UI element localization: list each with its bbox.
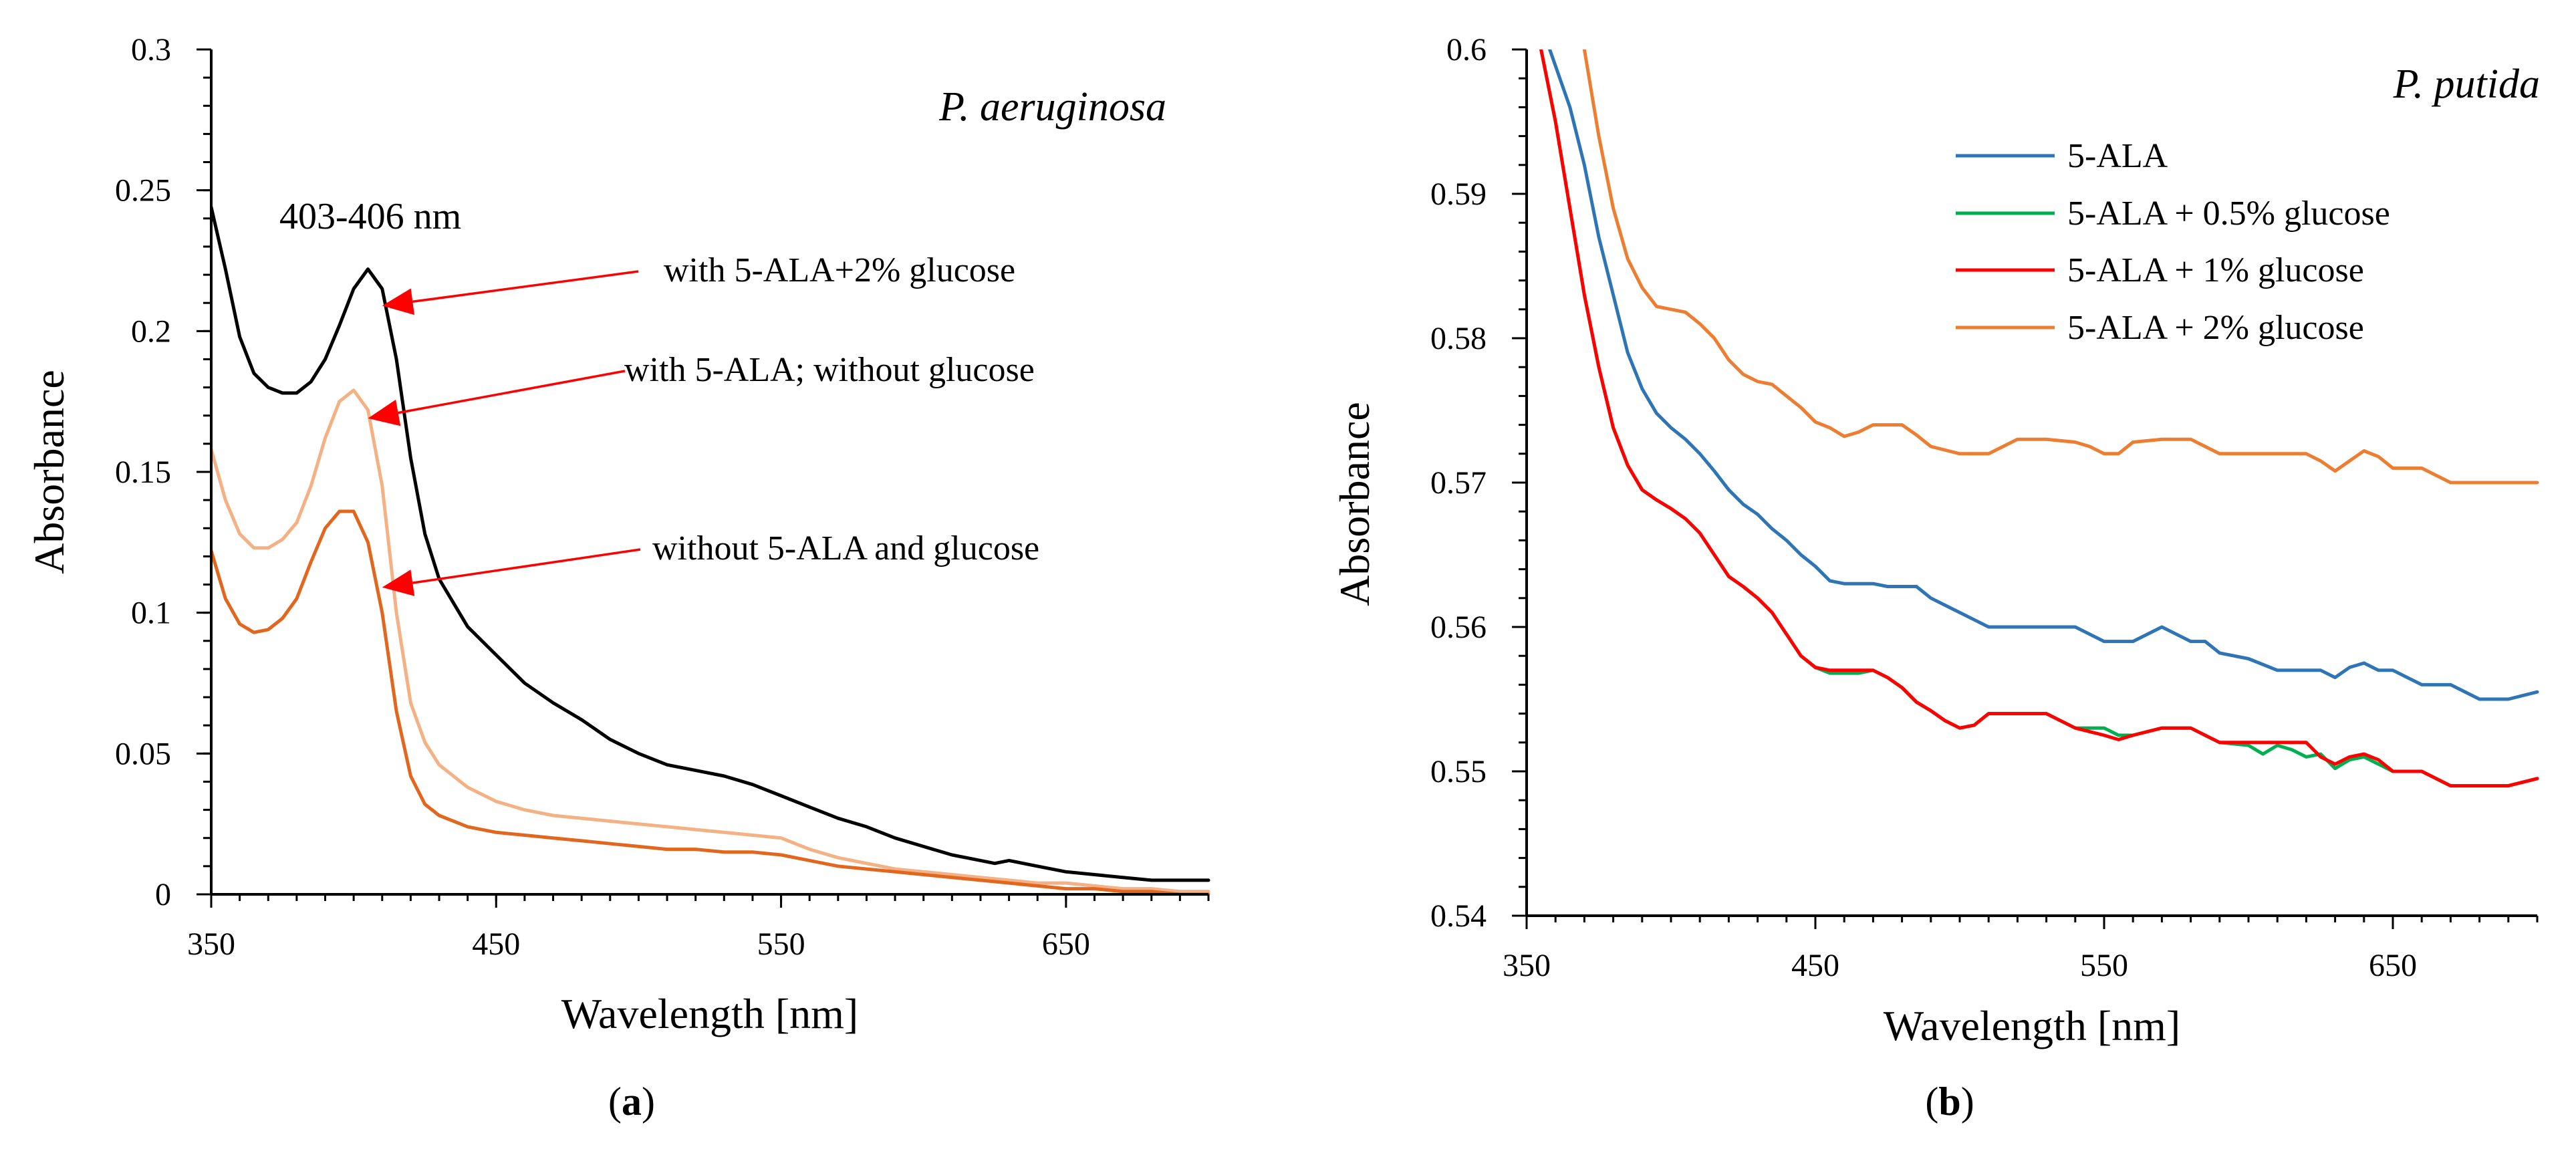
panel-a-series-line-1 — [211, 205, 1210, 882]
panel-a-y-tick-label: 0.25 — [115, 173, 171, 209]
panel-b-series-line-1 — [1548, 49, 2539, 701]
panel-a-label-letter: a — [622, 1079, 642, 1124]
panel-b-y-tick-label: 0.56 — [1430, 610, 1487, 645]
legend-label-5ala: 5-ALA — [2067, 137, 2168, 175]
panel-a-species-title: P. aeruginosa — [938, 84, 1166, 130]
panel-a-x-tick-label: 650 — [1042, 926, 1090, 962]
panel-a-arrow-head-1 — [382, 288, 414, 315]
panel-b-x-tick-label: 550 — [2080, 948, 2128, 983]
panel-a-series-line-3 — [211, 509, 1210, 894]
panel-b-y-tick-label: 0.58 — [1430, 321, 1487, 356]
panel-b-y-tick-label: 0.57 — [1430, 465, 1487, 501]
panel-a-annotation-1: with 5-ALA+2% glucose — [664, 251, 1015, 289]
panel-b-ticks: 0.54 0.55 0.56 0.57 0.58 0.59 0.6 350 450 550 650 — [1430, 32, 2539, 983]
panel-a-x-tick-label: 350 — [187, 926, 235, 962]
panel-b-y-tick-label: 0.55 — [1430, 754, 1487, 789]
panel-a-y-tick-label: 0.05 — [115, 736, 171, 771]
panel-a-series-group — [211, 205, 1210, 894]
panel-b-y-tick-label: 0.6 — [1446, 32, 1487, 68]
panel-a-y-tick-label: 0.2 — [131, 313, 171, 349]
panel-a-annotation-2: with 5-ALA; without glucose — [624, 351, 1035, 389]
legend-label-1-glucose: 5-ALA + 1% glucose — [2067, 251, 2364, 289]
panel-b-x-tick-label: 350 — [1503, 948, 1551, 983]
panel-a-arrow-line-2 — [398, 370, 626, 414]
panel-b-ylabel: Absorbance — [1331, 402, 1378, 606]
panel-a-ticks: 0 0.05 0.1 0.15 0.2 0.25 0.3 350 450 550 650 — [115, 32, 1210, 962]
panel-b-series-group — [1539, 49, 2539, 788]
panel-b-legend: 5-ALA 5-ALA + 0.5% glucose 5-ALA + 1% gl… — [1956, 137, 2390, 347]
panel-a-arrow-line-1 — [412, 270, 639, 303]
panel-b-x-tick-label: 450 — [1791, 948, 1839, 983]
panel-a-arrow-head-2 — [368, 399, 401, 426]
legend-label-2-glucose: 5-ALA + 2% glucose — [2067, 309, 2364, 347]
panel-a-xlabel: Wavelength [nm] — [561, 990, 858, 1037]
panel-a-series-line-2 — [211, 388, 1210, 894]
panel-a-label: (a) — [608, 1079, 655, 1124]
panel-a-arrow-line-3 — [412, 548, 641, 584]
panel-b-xlabel: Wavelength [nm] — [1884, 1002, 2180, 1049]
panel-a-x-tick-label: 450 — [472, 926, 520, 962]
panel-b-label: (b) — [1925, 1079, 1974, 1124]
panel-a-y-tick-label: 0.1 — [131, 596, 171, 631]
panel-b-y-tick-label: 0.59 — [1430, 176, 1487, 212]
panel-a-aeruginosa: 0 0.05 0.1 0.15 0.2 0.25 0.3 350 450 550 650 P. ae… — [25, 32, 1210, 1124]
panel-b-series-line-2 — [1539, 49, 2539, 788]
panel-a-y-tick-label: 0.3 — [131, 32, 171, 68]
panel-b-y-tick-label: 0.54 — [1430, 898, 1487, 934]
panel-b-species-title: P. putida — [2393, 61, 2540, 107]
panel-a-y-tick-label: 0.15 — [115, 455, 171, 490]
panel-a-arrow-head-3 — [382, 569, 415, 596]
panel-a-peak-label: 403-406 nm — [279, 196, 461, 237]
panel-a-arrows — [368, 270, 641, 596]
legend-label-05-glucose: 5-ALA + 0.5% glucose — [2067, 195, 2390, 233]
panel-b-label-letter: b — [1938, 1079, 1960, 1124]
panel-a-y-tick-label: 0 — [155, 877, 171, 912]
panel-a-x-tick-label: 550 — [757, 926, 805, 962]
panel-a-ylabel: Absorbance — [25, 370, 73, 574]
panel-b-x-tick-label: 650 — [2369, 948, 2417, 983]
panel-a-annotation-3: without 5-ALA and glucose — [652, 529, 1039, 567]
panel-b-series-line-3 — [1539, 49, 2539, 788]
panel-b-series-line-4 — [1582, 49, 2539, 485]
